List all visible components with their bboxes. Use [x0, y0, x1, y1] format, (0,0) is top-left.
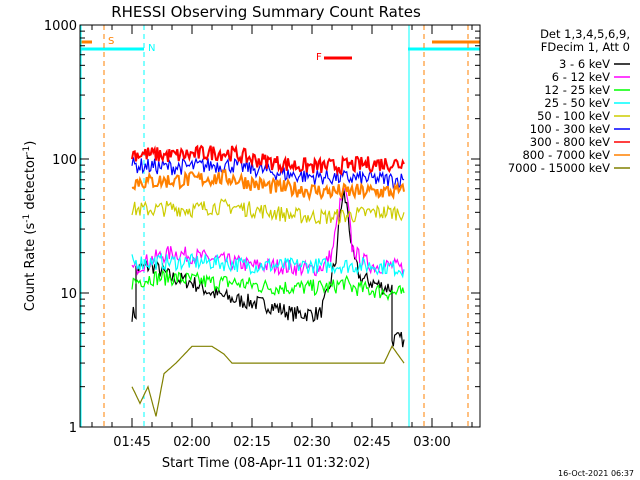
- y-tick-label: 1000: [44, 19, 77, 34]
- series-line: [131, 143, 405, 177]
- series-line: [131, 187, 405, 277]
- series-line: [131, 345, 405, 417]
- footer-date: 16-Oct-2021 06:37: [558, 469, 634, 478]
- y-tick-label: 1: [69, 421, 77, 436]
- x-tick-label: 01:45: [113, 435, 150, 450]
- x-tick-label: 02:00: [173, 435, 210, 450]
- y-axis-label: Count Rate (s-1 detector-1): [22, 141, 38, 312]
- legend-entry-label: 7000 - 15000 keV: [508, 161, 610, 175]
- series-line: [131, 189, 405, 348]
- marker-label-f: F: [316, 52, 322, 63]
- legend-entry-label: 50 - 100 keV: [537, 109, 610, 123]
- y-axis: 1 10 100 1000: [44, 19, 480, 436]
- legend-entry-label: 300 - 800 keV: [530, 135, 610, 149]
- chart-title: RHESSI Observing Summary Count Rates: [111, 3, 421, 21]
- legend-entry-label: 6 - 12 keV: [552, 70, 610, 84]
- series-line: [131, 168, 405, 202]
- legend: Det 1,3,4,5,6,9, FDecim 1, Att 0 3 - 6 k…: [508, 27, 630, 175]
- legend-entry-label: 25 - 50 keV: [544, 96, 610, 110]
- series-line: [131, 269, 405, 302]
- x-axis-label: Start Time (08-Apr-11 01:32:02): [162, 456, 370, 471]
- series-line: [131, 198, 405, 226]
- legend-header-line-2: FDecim 1, Att 0: [541, 40, 630, 54]
- legend-entry-label: 12 - 25 keV: [544, 83, 610, 97]
- marker-label-s: S: [108, 36, 114, 47]
- x-tick-label: 02:30: [293, 435, 330, 450]
- marker-label-n: N: [148, 43, 155, 54]
- series-line: [131, 252, 405, 279]
- mark-layer: S N F: [80, 25, 480, 427]
- legend-entry-label: 800 - 7000 keV: [522, 148, 610, 162]
- y-tick-label: 10: [60, 287, 77, 302]
- x-tick-label: 02:45: [353, 435, 390, 450]
- x-tick-label: 03:00: [413, 435, 450, 450]
- y-tick-label: 100: [52, 153, 77, 168]
- x-axis: 01:45 02:00 02:15 02:30 02:45 03:00: [91, 25, 473, 450]
- x-tick-label: 02:15: [233, 435, 270, 450]
- legend-entry-label: 3 - 6 keV: [559, 57, 610, 71]
- plot-frame: [79, 24, 481, 428]
- legend-header-line-1: Det 1,3,4,5,6,9,: [540, 27, 630, 41]
- legend-entry-label: 100 - 300 keV: [530, 122, 610, 136]
